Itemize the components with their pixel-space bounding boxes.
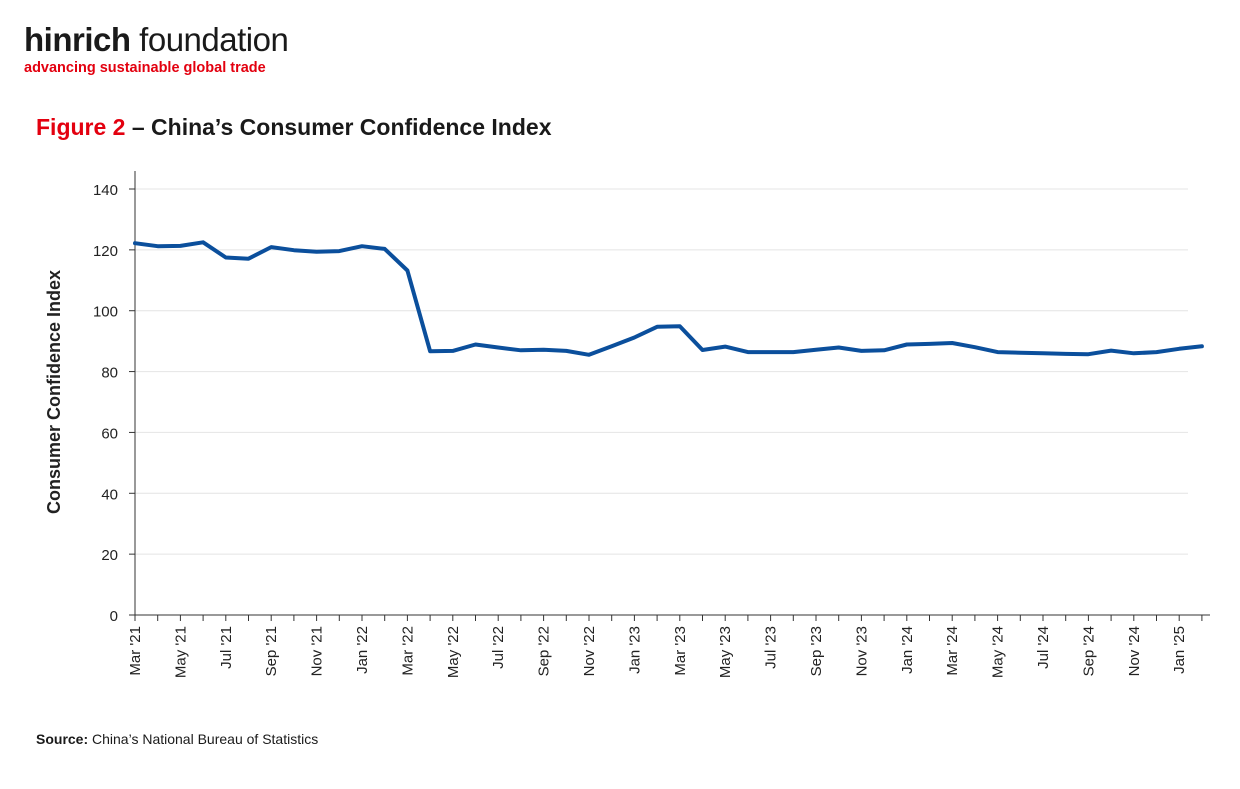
x-tick-label: Nov '23: [853, 626, 870, 676]
x-tick-label: May '22: [445, 626, 462, 678]
axes: [129, 171, 1210, 616]
source-note: Source: China’s National Bureau of Stati…: [36, 731, 318, 747]
x-tick-label: Jul '21: [218, 626, 235, 669]
x-tick-label: Jul '24: [1035, 626, 1052, 669]
x-tick-label: Nov '21: [309, 626, 326, 676]
x-tick-label: Sep '21: [263, 626, 280, 676]
y-tick-label: 140: [93, 182, 118, 199]
source-label: Source:: [36, 731, 89, 747]
y-tick-label: 100: [93, 304, 118, 321]
x-tick-label: Jan '24: [899, 626, 916, 674]
y-tick-label: 60: [101, 425, 118, 442]
x-tick-label: Jan '25: [1171, 626, 1188, 674]
x-tick-label: Nov '22: [581, 626, 598, 676]
brand-tagline: advancing sustainable global trade: [24, 60, 266, 76]
figure-number: Figure 2: [36, 114, 126, 140]
series-line: [133, 240, 1204, 357]
source-text: China’s National Bureau of Statistics: [88, 731, 319, 747]
gridlines: [135, 188, 1188, 555]
y-tick-label: 20: [101, 547, 118, 564]
y-axis-label: Consumer Confidence Index: [44, 270, 64, 514]
y-tick-label: 120: [93, 243, 118, 260]
brand-name-light: foundation: [130, 21, 289, 58]
x-tick-label: Mar '22: [399, 626, 416, 676]
x-tick-label: Jan '22: [354, 626, 371, 674]
y-tick-label: 0: [110, 608, 118, 625]
figure-title-text: China’s Consumer Confidence Index: [151, 114, 552, 140]
x-tick-label: May '24: [990, 626, 1007, 678]
x-tick-label: Nov '24: [1126, 626, 1143, 676]
x-tick-label: Jan '23: [626, 626, 643, 674]
x-tick-label: Sep '22: [536, 626, 553, 676]
x-tick-label: May '23: [717, 626, 734, 678]
y-axis-ticks: 0 20 40 60 80 100 120 140: [93, 182, 135, 625]
x-axis-ticks: Mar '21 May '21 Jul '21 Sep '21 Nov '21 Jan '…: [127, 615, 1203, 678]
x-tick-label: Mar '21: [127, 626, 144, 676]
x-tick-label: Mar '24: [944, 626, 961, 676]
y-tick-label: 40: [101, 486, 118, 503]
x-tick-label: May '21: [172, 626, 189, 678]
x-tick-label: Sep '23: [808, 626, 825, 676]
brand-logo: hinrich foundation advancing sustainable…: [24, 21, 289, 77]
x-tick-label: Jul '23: [763, 626, 780, 669]
brand-name-bold: hinrich: [24, 21, 131, 58]
figure-separator: –: [125, 114, 152, 140]
figure-title: Figure 2 – China’s Consumer Confidence I…: [36, 114, 551, 141]
x-tick-label: Mar '23: [672, 626, 689, 676]
y-tick-label: 80: [101, 365, 118, 382]
x-tick-label: Jul '22: [490, 626, 507, 669]
brand-name: hinrich foundation: [24, 21, 289, 58]
x-tick-label: Sep '24: [1080, 626, 1097, 676]
